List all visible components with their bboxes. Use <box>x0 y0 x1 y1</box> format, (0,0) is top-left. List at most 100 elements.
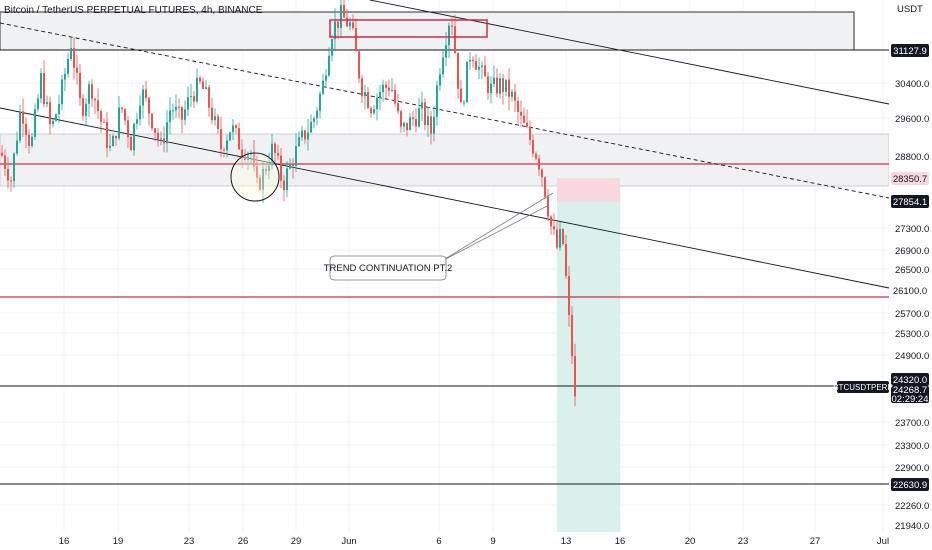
candle-body <box>190 96 192 98</box>
candle-body <box>361 78 363 97</box>
candle-body <box>268 165 270 171</box>
candle-body <box>433 116 435 134</box>
candle-body <box>241 149 243 157</box>
x-tick-label: Jun <box>341 536 356 547</box>
candle-body <box>223 149 225 151</box>
price-tag-box <box>891 44 929 57</box>
candle-body <box>409 117 411 131</box>
take-profit-zone[interactable] <box>557 202 620 532</box>
candle-body <box>52 120 54 125</box>
symbol-tag[interactable]: BTCUSDTPERP <box>833 381 893 393</box>
candle-body <box>76 67 78 73</box>
candle-body <box>127 120 129 138</box>
candle-body <box>466 61 468 103</box>
resistance-zone[interactable] <box>0 11 855 51</box>
y-tick-label: 26900.0 <box>895 246 929 257</box>
candle-body <box>355 27 357 52</box>
x-tick-label: 27 <box>810 536 821 547</box>
price-tag-box <box>891 195 929 208</box>
price-tag-26100[interactable]: 26100.0 <box>891 284 929 297</box>
candle-body <box>328 55 330 76</box>
price-tag-31127[interactable]: 31127.9 <box>891 44 929 57</box>
candle-body <box>178 106 180 108</box>
y-tick-label: 28800.0 <box>895 152 929 163</box>
candle-body <box>340 4 342 28</box>
x-tick-label: 20 <box>685 536 696 547</box>
candle-body <box>469 59 471 62</box>
candle-body <box>400 111 402 127</box>
candle-body <box>226 140 228 151</box>
candle-body <box>418 108 420 127</box>
price-tag-label: 22630.9 <box>893 480 927 491</box>
candle-body <box>427 116 429 126</box>
highlight-circle[interactable] <box>230 152 280 202</box>
candle-body <box>262 168 264 190</box>
candle-body <box>346 17 348 27</box>
candle-body <box>325 75 327 81</box>
last-price-tag[interactable]: 24268.7 02:29:24 <box>891 385 929 405</box>
currency-label: USDT <box>897 4 923 15</box>
candle-body <box>514 91 516 101</box>
candle-body <box>22 111 24 124</box>
candle-body <box>307 132 309 140</box>
candle-body <box>337 21 339 28</box>
stop-loss-zone[interactable] <box>557 178 620 202</box>
candle-body <box>199 77 201 82</box>
candle-body <box>277 152 279 156</box>
price-tag-27854[interactable]: 27854.1 <box>891 195 929 208</box>
candle-body <box>322 80 324 94</box>
candle-body <box>538 158 540 170</box>
candle-body <box>163 138 165 144</box>
candle-body <box>571 314 573 357</box>
candle-body <box>253 152 255 167</box>
candle-body <box>34 109 36 137</box>
candle-body <box>172 110 174 112</box>
candle-body <box>16 140 18 154</box>
candle-body <box>565 243 567 277</box>
candle-body <box>391 89 393 91</box>
highlight-box[interactable] <box>329 19 488 38</box>
candle-body <box>304 130 306 140</box>
candle-body <box>232 125 234 133</box>
price-tag-28350[interactable]: 28350.7 <box>891 172 929 185</box>
candle-body <box>142 89 144 106</box>
candle-body <box>49 102 51 125</box>
x-tick-label: 29 <box>291 536 302 547</box>
candle-body <box>541 169 543 178</box>
y-tick-label: 27300.0 <box>895 224 929 235</box>
chart-title: Bitcoin / TetherUS PERPETUAL FUTURES, 4h… <box>4 5 263 16</box>
candle-body <box>529 126 531 140</box>
candle-body <box>37 98 39 110</box>
candle-body <box>334 21 336 40</box>
price-tag-24320[interactable]: 24320.0 <box>891 373 929 386</box>
candle-body <box>271 143 273 166</box>
candle-body <box>13 153 15 182</box>
trendline-lower[interactable] <box>0 107 890 289</box>
candle-body <box>430 116 432 134</box>
candle-body <box>10 180 12 182</box>
support-zone[interactable] <box>0 133 890 187</box>
candle-body <box>184 109 186 120</box>
candle-body <box>352 22 354 28</box>
trendline-upper[interactable] <box>369 0 890 105</box>
candle-body <box>64 73 66 80</box>
price-tag-22630[interactable]: 22630.9 <box>891 478 929 491</box>
candles <box>1 0 576 407</box>
candle-body <box>145 89 147 98</box>
candle-body <box>229 132 231 141</box>
candle-body <box>166 122 168 144</box>
candle-body <box>547 196 549 217</box>
candle-body <box>283 180 285 191</box>
candle-body <box>67 59 69 74</box>
x-tick-label: 26 <box>238 536 249 547</box>
price-axis[interactable] <box>889 0 932 532</box>
time-axis[interactable] <box>0 532 889 550</box>
candle-body <box>445 45 447 58</box>
annotation-text: TREND CONTINUATION PT.2 <box>324 263 453 274</box>
candle-body <box>220 129 222 150</box>
candle-body <box>451 25 453 27</box>
annotation-callout[interactable]: TREND CONTINUATION PT.2 <box>324 255 453 281</box>
candle-body <box>298 137 300 147</box>
candle-body <box>310 121 312 133</box>
